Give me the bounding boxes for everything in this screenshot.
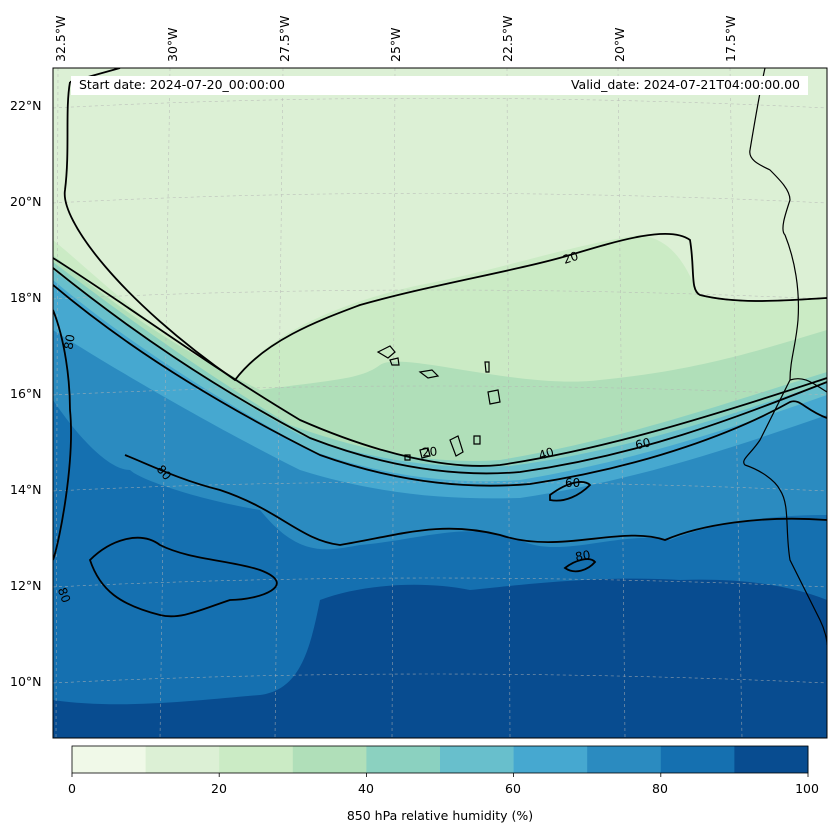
contour-label: 20 bbox=[421, 444, 437, 459]
map-frame bbox=[52, 67, 828, 739]
africa-interior bbox=[699, 294, 827, 393]
contour-20-south bbox=[53, 257, 827, 467]
rh-contours bbox=[53, 68, 827, 618]
colorbar-segment bbox=[292, 746, 367, 773]
island-fogo bbox=[419, 447, 431, 459]
colorbar-tick: 0 bbox=[68, 781, 76, 796]
contour-label-group: 20 20 40 60 60 80 80 80 80 bbox=[55, 249, 652, 605]
colorbar-segment bbox=[219, 746, 294, 773]
island-santo-antao bbox=[376, 345, 396, 359]
valid-date-text: Valid_date: 2024-07-21T04:00:00.00 bbox=[570, 77, 800, 92]
contour-60 bbox=[53, 284, 827, 487]
colorbar-title: 850 hPa relative humidity (%) bbox=[346, 808, 534, 823]
colorbar-frame bbox=[71, 745, 809, 774]
lat-label: 16°N bbox=[10, 386, 42, 401]
start-date-text: Start date: 2024-07-20_00:00:00 bbox=[79, 77, 285, 92]
colorbar-segment bbox=[440, 746, 515, 773]
island-sal bbox=[484, 361, 490, 373]
lon-label: 30°W bbox=[165, 27, 180, 62]
contour-80-lobe bbox=[88, 536, 278, 618]
land-outlines bbox=[376, 68, 827, 646]
lat-label: 10°N bbox=[10, 674, 42, 689]
island-sao-nicolau bbox=[418, 369, 440, 379]
contour-80-small bbox=[563, 558, 597, 573]
island-santiago bbox=[449, 435, 464, 457]
lon-label: 17.5°W bbox=[723, 15, 738, 62]
colorbar-tick: 60 bbox=[505, 781, 521, 796]
contour-label: 60 bbox=[634, 435, 652, 452]
colorbar-tick: 20 bbox=[211, 781, 227, 796]
date-info-bar: Start date: 2024-07-20_00:00:00 Valid_da… bbox=[71, 76, 808, 95]
island-sao-vicente bbox=[389, 357, 400, 366]
colorbar-segment bbox=[513, 746, 588, 773]
colorbar-tick: 40 bbox=[358, 781, 374, 796]
colorbar-segment bbox=[587, 746, 662, 773]
contour-80-west bbox=[53, 309, 72, 561]
colorbar-tick: 100 bbox=[795, 781, 819, 796]
contour-label: 60 bbox=[565, 476, 580, 490]
lon-label: 22.5°W bbox=[500, 15, 515, 62]
lat-label: 12°N bbox=[10, 578, 42, 593]
contour-label: 20 bbox=[561, 249, 580, 267]
colorbar-tick: 80 bbox=[652, 781, 668, 796]
graticule bbox=[53, 68, 827, 738]
lon-label: 20°W bbox=[612, 27, 627, 62]
island-boa-vista bbox=[487, 389, 501, 405]
lat-label: 20°N bbox=[10, 194, 42, 209]
rh-band-90-100 bbox=[53, 578, 827, 738]
contour-label: 80 bbox=[574, 548, 591, 564]
colorbar-segment bbox=[734, 746, 809, 773]
colorbar-segment bbox=[145, 746, 220, 773]
colorbar-segment bbox=[366, 746, 441, 773]
contour-80-mid bbox=[124, 454, 827, 546]
lat-label: 18°N bbox=[10, 290, 42, 305]
contour-label: 80 bbox=[55, 586, 73, 605]
lon-label: 27.5°W bbox=[277, 15, 292, 62]
lon-label: 32.5°W bbox=[53, 15, 68, 62]
colorbar-segment bbox=[72, 746, 147, 773]
lon-label: 25°W bbox=[388, 27, 403, 62]
lat-label: 22°N bbox=[10, 98, 42, 113]
contour-60-island bbox=[549, 481, 592, 502]
colorbar bbox=[71, 745, 809, 777]
island-maio bbox=[473, 435, 481, 445]
island-brava bbox=[404, 454, 411, 461]
lat-label: 14°N bbox=[10, 482, 42, 497]
contour-label: 80 bbox=[61, 333, 77, 350]
contour-40 bbox=[53, 267, 827, 475]
colorbar-segment bbox=[660, 746, 735, 773]
contour-label: 40 bbox=[537, 445, 556, 463]
